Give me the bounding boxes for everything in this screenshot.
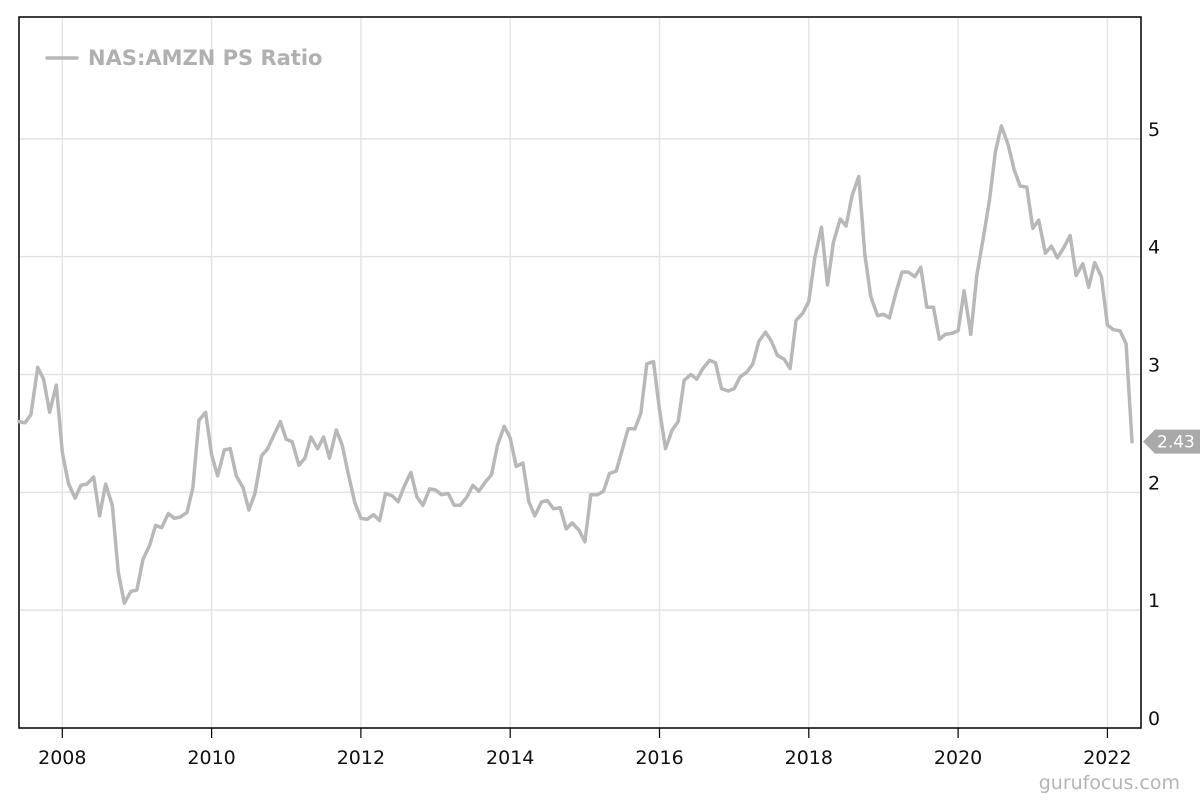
- x-tick-label: 2020: [934, 747, 982, 769]
- y-tick-label: 2: [1148, 472, 1160, 494]
- y-tick-label: 3: [1148, 355, 1160, 377]
- x-tick-label: 2014: [486, 747, 534, 769]
- x-tick-label: 2018: [785, 747, 833, 769]
- y-tick-label: 1: [1148, 590, 1160, 612]
- x-tick-label: 2010: [187, 747, 235, 769]
- x-tick-label: 2012: [337, 747, 385, 769]
- legend-label: NAS:AMZN PS Ratio: [88, 46, 322, 70]
- y-tick-label: 0: [1148, 708, 1160, 730]
- x-axis-ticks: 2008 2010 2012 2014 2016 2018 2020 2022: [38, 728, 1132, 769]
- legend: NAS:AMZN PS Ratio: [45, 46, 322, 70]
- x-tick-label: 2022: [1083, 747, 1131, 769]
- last-value-marker: 2.43: [1143, 429, 1200, 454]
- y-axis-ticks: 0 1 2 3 4 5: [1148, 119, 1160, 730]
- y-tick-label: 5: [1148, 119, 1160, 141]
- x-tick-label: 2016: [635, 747, 683, 769]
- watermark: gurufocus.com: [1038, 772, 1180, 794]
- last-value-badge: [1143, 429, 1200, 454]
- ps-ratio-line: [17, 124, 1134, 605]
- x-tick-label: 2008: [38, 747, 86, 769]
- y-tick-label: 4: [1148, 237, 1160, 259]
- plot-frame: [18, 16, 1142, 729]
- grid-lines: [19, 17, 1141, 728]
- last-value-label: 2.43: [1157, 433, 1195, 453]
